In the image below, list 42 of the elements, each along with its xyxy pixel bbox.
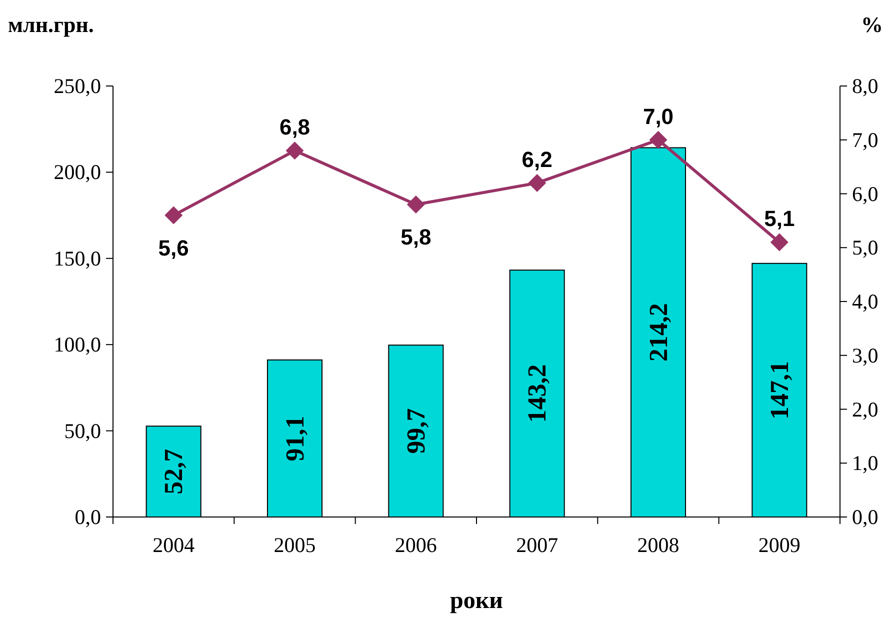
data-label: 214,2 [644,303,673,362]
y2-tick-label: 4,0 [852,290,878,314]
x-tick-label: 2008 [637,533,680,557]
y2-tick-label: 1,0 [852,451,878,476]
y-tick-label: 200,0 [54,160,101,184]
point [286,142,304,160]
x-tick-label: 2007 [516,533,558,557]
data-label: 5,1 [764,206,795,232]
data-label: 5,6 [158,235,189,260]
point [528,174,546,192]
y2-tick-label: 6,0 [852,182,878,206]
x-tick-label: 2004 [152,533,196,557]
y-tick-label: 100,0 [54,332,101,357]
point [406,196,425,214]
point [770,233,788,252]
y2-tick-label: 0,0 [852,505,878,529]
x-tick-label: 2005 [274,533,316,557]
y-tick-label: 50,0 [64,418,101,443]
data-label: 99,7 [401,408,430,454]
y2-axis-title: % [861,12,883,37]
x-tick-label: 2006 [394,533,437,557]
y2-tick-label: 3,0 [852,343,878,368]
x-tick-label: 2009 [758,533,800,557]
y-axis-title: млн.грн. [8,12,94,37]
y-tick-label: 150,0 [54,246,101,270]
y2-tick-label: 5,0 [852,236,878,260]
data-label: 147,1 [764,360,794,420]
data-label: 6,8 [279,114,310,140]
y-tick-label: 0,0 [74,505,101,529]
data-label: 6,2 [522,146,552,172]
data-label: 5,8 [400,224,432,250]
y2-tick-label: 8,0 [852,74,878,98]
data-label: 7,0 [642,104,674,129]
y2-tick-label: 2,0 [852,397,878,422]
point [164,206,183,224]
y2-tick-label: 7,0 [852,128,878,152]
x-axis-title: роки [450,588,504,614]
data-label: 52,7 [159,448,188,494]
data-label: 91,1 [280,416,310,462]
data-label: 143,2 [522,364,552,423]
y-tick-label: 250,0 [54,74,101,98]
point [649,130,668,149]
